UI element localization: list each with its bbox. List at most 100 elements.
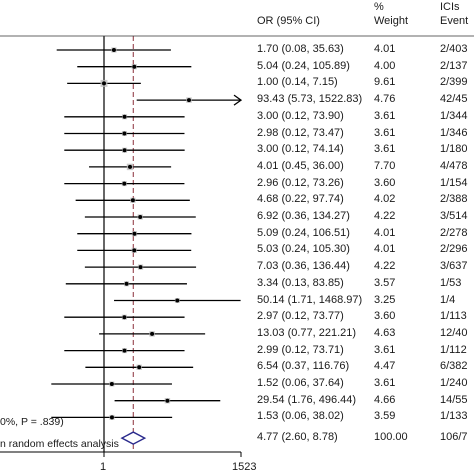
point-estimate <box>130 198 135 203</box>
point-estimate <box>165 398 170 403</box>
or-ci-value: 3.00 (0.12, 74.14) <box>257 143 344 156</box>
point-estimate <box>122 131 127 136</box>
point-estimate <box>138 265 143 270</box>
point-estimate <box>150 331 155 336</box>
or-ci-value: 3.34 (0.13, 83.85) <box>257 276 344 289</box>
header-weight: Weight <box>374 15 409 27</box>
or-ci-value: 4.01 (0.45, 36.00) <box>257 159 344 172</box>
weight-value: 9.61 <box>374 76 396 89</box>
point-estimate <box>122 114 127 119</box>
point-estimate <box>128 164 133 169</box>
events-value: 3/514 <box>440 210 468 222</box>
point-estimate <box>175 298 180 303</box>
events-value: 1/240 <box>440 377 468 389</box>
or-ci-value: 3.00 (0.12, 73.90) <box>257 109 344 122</box>
or-ci-value: 6.54 (0.37, 116.76) <box>257 360 350 373</box>
weight-value: 3.25 <box>374 293 396 306</box>
or-ci-value: 6.92 (0.36, 134.27) <box>257 210 350 222</box>
pooled-diamond <box>120 431 147 445</box>
weight-value: 3.61 <box>374 377 396 389</box>
or-ci-value: 29.54 (1.76, 496.44) <box>257 393 357 406</box>
events-value: 2/403 <box>440 43 468 55</box>
weight-value: 3.61 <box>374 126 396 139</box>
footnote: n random effects analysis <box>0 438 119 450</box>
point-estimate <box>132 64 137 69</box>
events-value: 1/346 <box>440 126 468 139</box>
events-value: 14/55 <box>440 393 468 406</box>
events-value: 2/278 <box>440 226 468 239</box>
point-estimate <box>109 382 114 386</box>
or-ci-value: 5.04 (0.24, 105.89) <box>257 59 350 72</box>
events-value: 1/112 <box>440 343 467 356</box>
header-events: Event <box>440 15 469 27</box>
weight-value: 4.47 <box>374 360 396 373</box>
weight-value: 4.00 <box>374 59 396 72</box>
tick-label-1: 1 <box>100 461 107 473</box>
or-ci-value: 5.03 (0.24, 105.30) <box>257 243 350 256</box>
events-value: 2/296 <box>440 243 468 256</box>
events-value: 1/53 <box>440 276 462 289</box>
weight-value: 4.66 <box>374 393 396 406</box>
or-ci-value: 1.52 (0.06, 37.64) <box>257 377 344 389</box>
or-ci-value: 4.68 (0.22, 97.74) <box>257 193 344 206</box>
or-ci-value: 1.53 (0.06, 38.02) <box>257 410 344 423</box>
events-value: 1/133 <box>440 410 468 423</box>
or-ci-value: 2.98 (0.12, 73.47) <box>257 126 344 139</box>
weight-value: 4.22 <box>374 210 396 222</box>
events-value: 6/382 <box>440 360 468 373</box>
point-estimate <box>137 365 142 370</box>
events-value: 1/180 <box>440 143 468 156</box>
events-value: 1/344 <box>440 109 468 122</box>
events-value: 2/137 <box>440 59 468 72</box>
header-ici: ICIs <box>440 1 460 13</box>
or-ci-value: 93.43 (5.73, 1522.83) <box>257 93 363 106</box>
events-value: 12/40 <box>440 326 468 339</box>
events-value: 1/4 <box>440 293 456 306</box>
or-ci-value: 7.03 (0.36, 136.44) <box>257 260 350 273</box>
or-ci-value: 50.14 (1.71, 1468.97) <box>257 293 363 306</box>
or-ci-value: 2.97 (0.12, 73.77) <box>257 310 344 323</box>
header-or-ci: OR (95% CI) <box>257 15 320 27</box>
point-estimate <box>132 231 137 236</box>
point-estimate <box>124 281 129 286</box>
or-ci-value: 5.09 (0.24, 106.51) <box>257 226 350 239</box>
events-value: 1/154 <box>440 176 468 189</box>
tick-label-1523: 1523 <box>232 461 257 473</box>
point-estimate <box>102 81 106 86</box>
or-ci-value: 2.99 (0.12, 73.71) <box>257 343 344 356</box>
weight-value: 4.02 <box>374 193 396 206</box>
weight-value: 4.22 <box>374 260 396 273</box>
point-estimate <box>122 181 127 186</box>
weight-value: 3.60 <box>374 310 396 323</box>
ci-arrow <box>233 94 243 106</box>
weight-value: 7.70 <box>374 159 396 172</box>
weight-value: 3.61 <box>374 109 396 122</box>
pooled-events-value: 106/7 <box>440 431 468 444</box>
point-estimate <box>109 415 114 420</box>
weight-value: 4.01 <box>374 243 396 256</box>
weight-value: 3.59 <box>374 410 396 423</box>
summary-heterogeneity-label: 0%, P = .839) <box>0 416 64 428</box>
pooled-or-ci-value: 4.77 (2.60, 8.78) <box>257 431 338 444</box>
weight-value: 4.01 <box>374 43 396 55</box>
weight-value: 4.76 <box>374 93 396 106</box>
events-value: 2/388 <box>440 193 468 206</box>
header-pct: % <box>374 1 384 13</box>
point-estimate <box>122 348 127 353</box>
weight-value: 4.63 <box>374 326 396 339</box>
events-value: 1/113 <box>440 310 467 323</box>
events-value: 2/399 <box>440 76 468 89</box>
weight-value: 3.61 <box>374 143 396 156</box>
or-ci-value: 1.00 (0.14, 7.15) <box>257 76 338 89</box>
point-estimate <box>132 248 137 253</box>
weight-value: 3.57 <box>374 276 396 289</box>
point-estimate <box>122 315 127 320</box>
weight-value: 4.01 <box>374 226 396 239</box>
point-estimate <box>186 98 191 103</box>
or-ci-value: 13.03 (0.77, 221.21) <box>257 326 357 339</box>
point-estimate <box>111 48 116 52</box>
point-estimate <box>122 148 127 153</box>
pooled-weight-value: 100.00 <box>374 431 408 444</box>
events-value: 4/478 <box>440 159 468 172</box>
events-value: 3/637 <box>440 260 468 273</box>
